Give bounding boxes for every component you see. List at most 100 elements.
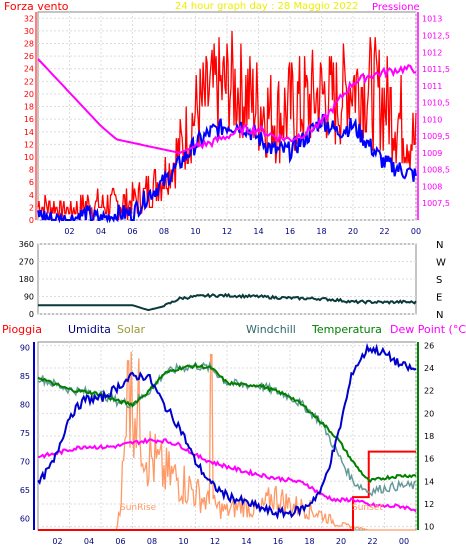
y-tick-label: 65 <box>20 486 30 495</box>
y-tick-label: 24 <box>24 65 34 74</box>
wind-direction-series <box>38 292 417 312</box>
y2-tick-label: 20 <box>424 409 434 418</box>
y-tick-label: 6 <box>29 178 34 187</box>
y2-tick-label: 16 <box>424 455 434 464</box>
x-tick-label: 22 <box>379 227 389 236</box>
y2-tick-label: 1007,5 <box>422 199 450 208</box>
y-tick-label: 20 <box>24 90 34 99</box>
x-tick-label: 06 <box>115 537 125 546</box>
y-tick-label: 30 <box>24 27 34 36</box>
x-tick-label: 08 <box>159 227 169 236</box>
x-tick-label: 08 <box>147 537 157 546</box>
legend-entry: Temperatura <box>311 323 382 336</box>
y2-tick-label: 1010,5 <box>422 99 450 108</box>
x-tick-label: 04 <box>96 227 106 236</box>
x-tick-label: 04 <box>84 537 94 546</box>
y2-tick-label: 10 <box>424 523 434 532</box>
y-tick-label: 32 <box>24 14 34 23</box>
pressure-series <box>37 58 417 154</box>
y-tick-label: 10 <box>24 153 34 162</box>
y2-tick-label: 1013 <box>422 15 442 24</box>
x-tick-label: 12 <box>210 537 220 546</box>
y2-tick-label: 1012 <box>422 48 442 57</box>
legend-entry: Solar <box>117 323 146 336</box>
x-tick-label: 16 <box>273 537 283 546</box>
sunset-annotation: Sunset <box>352 503 383 513</box>
y-tick-label: 85 <box>20 372 30 381</box>
y2-tick-label: 22 <box>424 387 434 396</box>
y-tick-label: 80 <box>20 401 30 410</box>
x-tick-label: 00 <box>399 537 409 546</box>
y-tick-label: 0 <box>29 216 34 225</box>
y-tick-label: 90 <box>20 344 30 353</box>
y2-tick-label: 14 <box>424 477 434 486</box>
y2-tick-label: 1008,5 <box>422 166 450 175</box>
chart-title: 24 hour graph day : 28 Maggio 2022 <box>175 1 358 12</box>
gust-series <box>37 30 417 221</box>
y-tick-label: 28 <box>24 40 34 49</box>
x-tick-label: 16 <box>285 227 295 236</box>
x-tick-label: 02 <box>64 227 74 236</box>
x-tick-label: 12 <box>222 227 232 236</box>
y-tick-label: 180 <box>19 275 34 284</box>
y2-tick-label: 1012,5 <box>422 31 450 40</box>
x-tick-label: 14 <box>253 227 263 236</box>
x-tick-label: 02 <box>52 537 62 546</box>
y2-tick-label: 18 <box>424 432 434 441</box>
y-tick-label: 360 <box>19 240 34 249</box>
y2-tick-label: 1008 <box>422 182 442 191</box>
y-tick-label: 0 <box>29 310 34 319</box>
y2-tick-label: 26 <box>424 341 434 350</box>
wind-speed-series <box>37 113 417 224</box>
y2-tick-label: 1010 <box>422 115 442 124</box>
legend-entry: Dew Point (°C) <box>390 323 466 336</box>
y2-tick-label: 12 <box>424 500 434 509</box>
dewpoint-series <box>37 437 417 513</box>
x-tick-label: 22 <box>367 537 377 546</box>
x-tick-label: 10 <box>178 537 188 546</box>
y-tick-label: 70 <box>20 458 30 467</box>
x-tick-label: 20 <box>348 227 358 236</box>
x-tick-label: 14 <box>241 537 251 546</box>
x-tick-label: 10 <box>190 227 200 236</box>
y2-tick-label: 1009,5 <box>422 132 450 141</box>
y2-tick-label: 1011,5 <box>422 65 450 74</box>
y-tick-label: 14 <box>24 128 34 137</box>
compass-label: S <box>436 275 442 286</box>
y-tick-label: 75 <box>20 429 30 438</box>
sunrise-annotation: SunRise <box>120 503 157 513</box>
windchill-series <box>37 361 417 497</box>
y-tick-label: 22 <box>24 77 34 86</box>
legend-entry: Pioggia <box>2 323 42 336</box>
compass-label: W <box>436 258 446 269</box>
y-tick-label: 8 <box>29 166 34 175</box>
compass-label: N <box>436 310 443 321</box>
x-tick-label: 06 <box>127 227 137 236</box>
y-tick-label: 12 <box>24 140 34 149</box>
y-tick-label: 4 <box>29 191 34 200</box>
y-tick-label: 26 <box>24 52 34 61</box>
y2-tick-label: 1011 <box>422 82 442 91</box>
legend-entry: Windchill <box>246 323 296 336</box>
left-axis-title: Forza vento <box>4 0 69 13</box>
y-tick-label: 90 <box>24 293 34 302</box>
x-tick-label: 18 <box>304 537 314 546</box>
y-tick-label: 2 <box>29 203 34 212</box>
compass-label: N <box>436 240 443 251</box>
y-tick-label: 16 <box>24 115 34 124</box>
y2-tick-label: 24 <box>424 364 434 373</box>
x-tick-label: 20 <box>336 537 346 546</box>
humidity-series <box>37 342 417 520</box>
y-tick-label: 18 <box>24 103 34 112</box>
x-tick-label: 18 <box>316 227 326 236</box>
right-axis-title: Pressione <box>372 2 420 13</box>
legend-entry: Umidita <box>68 323 111 336</box>
x-tick-label: 00 <box>411 227 421 236</box>
temperature-series <box>37 362 417 484</box>
rain-series <box>38 450 416 531</box>
y-tick-label: 60 <box>20 515 30 524</box>
y2-tick-label: 1009 <box>422 149 442 158</box>
